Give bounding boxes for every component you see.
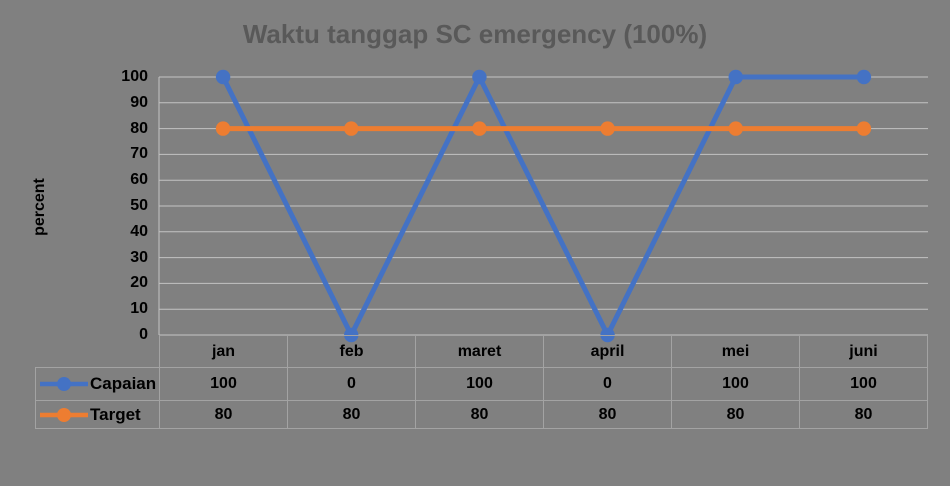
value-cell: 100 bbox=[159, 367, 288, 401]
legend-cell-capaian: Capaian bbox=[35, 367, 160, 401]
marker-target-jan bbox=[215, 121, 231, 136]
category-cell: mei bbox=[671, 335, 800, 368]
y-tick-label: 70 bbox=[130, 145, 148, 163]
value-cell: 100 bbox=[799, 367, 928, 401]
y-tick-label: 10 bbox=[130, 300, 148, 318]
value-cell: 80 bbox=[543, 400, 672, 429]
table-row-categories: jan feb maret april mei juni bbox=[35, 335, 928, 368]
value-cell: 0 bbox=[287, 367, 416, 401]
value-cell: 0 bbox=[543, 367, 672, 401]
value-cell: 80 bbox=[415, 400, 544, 429]
legend-key: Target bbox=[37, 404, 159, 425]
marker-target-maret bbox=[472, 121, 487, 136]
value-cell: 80 bbox=[287, 400, 416, 429]
marker-target-april bbox=[600, 121, 615, 136]
legend-header-blank-cell bbox=[35, 335, 160, 368]
legend-cell-target: Target bbox=[35, 400, 160, 429]
marker-capaian-maret bbox=[472, 69, 487, 85]
value-cell: 80 bbox=[671, 400, 800, 429]
category-cell: juni bbox=[799, 335, 928, 368]
y-tick-label: 0 bbox=[139, 326, 148, 343]
category-cell: feb bbox=[287, 335, 416, 368]
y-tick-label: 20 bbox=[130, 274, 148, 292]
value-cell: 100 bbox=[415, 367, 544, 401]
marker-capaian-juni bbox=[856, 69, 872, 85]
legend-marker-icon bbox=[40, 377, 88, 391]
legend-label: Target bbox=[90, 404, 141, 424]
value-cell: 80 bbox=[159, 400, 288, 429]
marker-target-juni bbox=[856, 121, 872, 136]
y-tick-label: 60 bbox=[130, 171, 148, 189]
table-row-capaian: Capaian 100 0 100 0 100 100 bbox=[35, 367, 928, 401]
y-tick-label: 30 bbox=[130, 248, 148, 266]
legend-marker-icon bbox=[40, 407, 88, 422]
series-line-capaian bbox=[220, 74, 867, 338]
legend-label: Capaian bbox=[90, 374, 157, 393]
marker-target-mei bbox=[728, 121, 743, 136]
y-tick-label: 90 bbox=[130, 93, 148, 111]
y-tick-label: 80 bbox=[130, 119, 148, 137]
category-cell: jan bbox=[159, 335, 288, 368]
y-tick-label: 40 bbox=[130, 222, 148, 240]
category-cell: april bbox=[543, 335, 672, 368]
data-table: jan feb maret april mei juni Capaian 100 0 100 0 10… bbox=[35, 335, 928, 429]
chart-title: Waktu tanggap SC emergency (100%) bbox=[242, 19, 708, 49]
y-tick-label: 50 bbox=[130, 197, 148, 214]
marker-capaian-mei bbox=[728, 69, 743, 85]
y-tick-label: 100 bbox=[121, 68, 148, 85]
marker-capaian-jan bbox=[215, 69, 231, 85]
value-cell: 80 bbox=[799, 400, 928, 429]
marker-target-feb bbox=[344, 121, 359, 136]
value-cell: 100 bbox=[671, 367, 800, 401]
table-row-target: Target 80 80 80 80 80 80 bbox=[35, 400, 928, 429]
legend-key: Capaian bbox=[37, 374, 159, 394]
category-cell: maret bbox=[415, 335, 544, 368]
